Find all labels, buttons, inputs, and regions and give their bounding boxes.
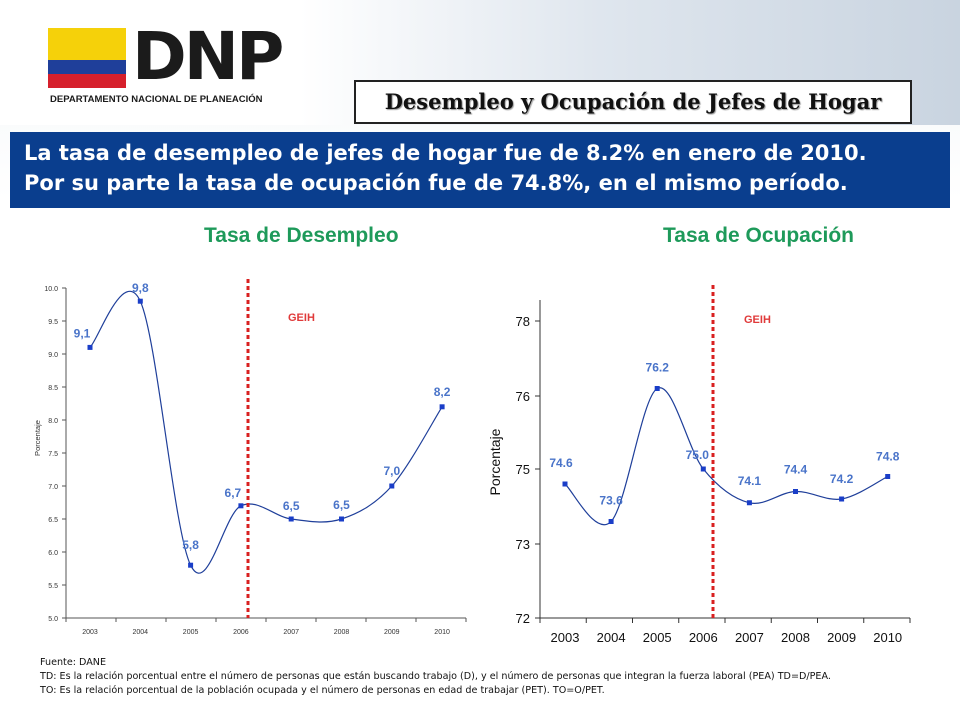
data-label: 74.6 [549,456,573,470]
y-tick-label: 8.5 [48,385,58,392]
footer-source: Fuente: DANE [40,657,107,668]
data-label: 73.6 [599,494,623,508]
data-point [238,503,244,509]
data-point [885,474,891,479]
data-point [746,500,752,506]
data-label: 5,8 [182,538,199,552]
data-point [87,344,93,350]
geih-annotation-desempleo: GEIH [288,312,315,324]
footer-to-definition: TO: Es la relación porcentual de la pobl… [40,685,605,696]
x-tick-label: 2006 [233,629,249,636]
y-tick-label: 6.0 [48,550,58,557]
logo-subtitle: DEPARTAMENTO NACIONAL DE PLANEACIÓN [50,94,263,105]
data-label: 6,7 [225,486,242,500]
data-label: 7,0 [383,464,400,478]
data-point [188,562,194,568]
slide-title: Desempleo y Ocupación de Jefes de Hogar [354,80,912,124]
x-tick-label: 2010 [434,629,450,636]
data-point [562,481,568,487]
y-axis-label-ocupacion: Porcentaje [487,428,503,495]
y-tick-label: 78 [516,314,530,329]
data-label: 6,5 [283,499,300,513]
data-point [137,298,143,304]
data-point [339,516,344,522]
y-tick-label: 6.5 [48,517,58,524]
y-tick-label: 75 [516,462,530,477]
data-point [439,404,445,410]
x-tick-label: 2010 [873,630,902,645]
data-label: 6,5 [333,498,350,512]
data-point [700,466,706,472]
logo-wordmark: DNP [132,18,284,95]
x-tick-label: 2009 [384,629,400,636]
data-point [608,519,614,524]
data-label: 74.1 [738,474,762,488]
data-label: 74.4 [784,463,808,477]
x-tick-label: 2005 [643,630,672,645]
x-tick-label: 2009 [827,630,856,645]
colombia-flag-icon [48,28,126,88]
x-tick-label: 2007 [283,629,299,636]
footer-notes: Fuente: DANE TD: Es la relación porcentu… [40,656,950,698]
headline-line-1: La tasa de desempleo de jefes de hogar f… [24,141,867,165]
x-tick-label: 2004 [133,629,149,636]
y-tick-label: 9.0 [48,352,58,359]
data-point [288,516,294,522]
x-tick-label: 2008 [334,629,350,636]
x-tick-label: 2005 [183,629,199,636]
data-point [654,386,660,391]
dnp-logo: DNP DEPARTAMENTO NACIONAL DE PLANEACIÓN [48,24,298,108]
y-tick-label: 7.0 [48,484,58,491]
headline-line-2: Por su parte la tasa de ocupación fue de… [24,171,848,195]
y-tick-label: 73 [516,537,530,552]
data-point [839,496,845,502]
chart-title-desempleo: Tasa de Desempleo [204,224,399,247]
x-tick-label: 2003 [82,629,98,636]
x-tick-label: 2007 [735,630,764,645]
y-tick-label: 76 [516,389,530,404]
data-label: 76.2 [646,361,670,375]
data-label: 9,1 [74,326,91,340]
data-point [389,483,395,489]
y-tick-label: 10.0 [44,286,58,293]
data-label: 74.2 [830,472,854,486]
data-label: 74.8 [876,450,900,464]
y-tick-label: 7.5 [48,451,58,458]
x-tick-label: 2006 [689,630,718,645]
y-tick-label: 9.5 [48,319,58,326]
y-tick-label: 8.0 [48,418,58,425]
y-tick-label: 5.0 [48,616,58,623]
y-axis-label-desempleo: Porcentaje [33,420,42,456]
y-tick-label: 72 [516,611,530,626]
geih-annotation-ocupacion: GEIH [744,314,771,326]
x-tick-label: 2004 [597,630,626,645]
x-tick-label: 2003 [551,630,580,645]
data-label: 75.0 [686,448,710,462]
data-point [793,489,798,494]
footer-td-definition: TD: Es la relación porcentual entre el n… [40,671,831,682]
x-tick-label: 2008 [781,630,810,645]
data-label: 8,2 [434,385,451,399]
y-tick-label: 5.5 [48,583,58,590]
chart-title-ocupacion: Tasa de Ocupación [663,224,854,247]
headline-band: La tasa de desempleo de jefes de hogar f… [10,132,950,208]
data-label: 9,8 [132,281,149,295]
